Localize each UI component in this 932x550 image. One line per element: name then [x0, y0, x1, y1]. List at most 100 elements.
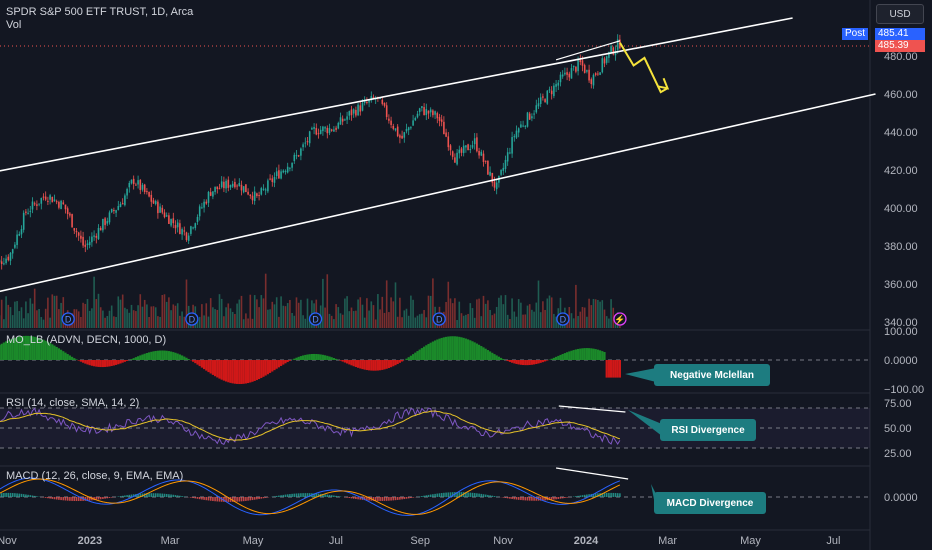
volume-bar — [350, 307, 353, 328]
mclellan-bar — [284, 360, 287, 364]
mclellan-bar — [363, 360, 366, 370]
candle-body — [594, 73, 597, 75]
mclellan-bar — [609, 360, 613, 378]
volume-bar — [161, 294, 164, 328]
volume-bar — [394, 282, 397, 328]
candle-body — [102, 218, 104, 231]
mclellan-bar — [84, 360, 87, 364]
volume-bar — [95, 299, 98, 328]
candle-body — [170, 218, 172, 226]
volume-label: Vol — [6, 19, 22, 31]
macd-histogram-bar — [73, 497, 76, 501]
macd-histogram-bar — [282, 494, 285, 497]
mclellan-bar — [449, 336, 452, 360]
mclellan-bar — [156, 350, 159, 360]
macd-histogram-bar — [179, 495, 181, 497]
volume-bar — [225, 307, 227, 328]
mclellan-bar — [165, 350, 168, 360]
macd-histogram-bar — [544, 497, 546, 501]
macd-histogram-bar — [207, 497, 210, 501]
volume-bar — [379, 309, 381, 328]
mclellan-bar — [169, 351, 173, 360]
candle-body — [513, 136, 516, 138]
mclellan-bar — [207, 360, 210, 373]
candle-body — [16, 234, 18, 245]
candle-body — [368, 99, 370, 103]
volume-bar — [126, 309, 128, 328]
macd-histogram-bar — [119, 496, 122, 497]
mclellan-bar — [308, 354, 311, 360]
mclellan-bar — [224, 360, 228, 382]
volume-bar — [137, 305, 139, 328]
candle-body — [212, 191, 214, 197]
last-price-tag: 485.39 — [875, 40, 925, 52]
candle-body — [73, 228, 76, 231]
volume-bar — [577, 316, 579, 328]
mclellan-bar — [233, 360, 236, 384]
mclellan-bar — [59, 349, 63, 360]
volume-bar — [47, 297, 49, 328]
rsi-ma-line — [0, 410, 621, 441]
volume-bar — [346, 296, 348, 328]
mclellan-bar — [471, 341, 474, 360]
volume-bar — [80, 317, 82, 328]
mclellan-bar — [154, 350, 157, 360]
volume-bar — [62, 297, 65, 328]
macd-histogram-bar — [612, 492, 615, 497]
candle-body — [399, 135, 401, 138]
macd-histogram-bar — [412, 497, 414, 498]
candle-body — [379, 98, 381, 100]
mclellan-bar — [180, 355, 184, 360]
macd-histogram-bar — [614, 493, 617, 497]
dividend-marker-label: D — [189, 315, 196, 325]
mclellan-bar — [383, 360, 386, 370]
currency-button[interactable]: USD — [876, 4, 924, 24]
macd-histogram-bar — [421, 496, 423, 497]
rsi-pane-label: RSI (14, close, SMA, 14, 2) — [6, 397, 140, 409]
volume-bar — [308, 318, 311, 328]
macd-histogram-bar — [476, 493, 478, 497]
macd-histogram-bar — [429, 494, 432, 497]
candle-body — [427, 110, 430, 114]
candle-body — [130, 179, 133, 184]
candle-body — [535, 105, 538, 113]
mclellan-bar — [185, 357, 188, 360]
macd-histogram-bar — [124, 495, 126, 497]
candle-body — [313, 126, 315, 129]
mclellan-bar — [35, 337, 38, 360]
mclellan-bar — [565, 352, 569, 360]
candle-body — [388, 118, 390, 121]
candle-body — [524, 125, 527, 127]
macd-histogram-bar — [293, 493, 296, 497]
volume-bar — [537, 280, 540, 328]
candle-body — [346, 116, 348, 120]
candle-body — [124, 195, 126, 206]
volume-bar — [401, 317, 403, 328]
candle-body — [196, 216, 199, 222]
macd-histogram-bar — [363, 497, 366, 501]
mclellan-bar — [367, 360, 371, 371]
mclellan-bar — [350, 360, 353, 366]
mclellan-bar — [244, 360, 247, 384]
volume-bar — [544, 309, 546, 328]
macd-histogram-bar — [619, 493, 621, 497]
macd-histogram-bar — [304, 493, 307, 497]
mclellan-bar — [62, 351, 65, 360]
macd-histogram-bar — [418, 496, 421, 497]
mclellan-bar — [288, 360, 291, 361]
x-tick-label: May — [740, 535, 761, 547]
volume-bar — [583, 307, 586, 328]
macd-histogram-bar — [183, 496, 186, 497]
volume-bar — [275, 297, 278, 328]
macd-histogram-bar — [566, 497, 568, 498]
candle-body — [80, 235, 82, 239]
macd-histogram-bar — [517, 497, 520, 500]
volume-bar — [227, 303, 230, 328]
candle-body — [451, 151, 454, 157]
volume-bar — [185, 279, 188, 328]
volume-bar — [27, 313, 29, 328]
dividend-marker — [308, 312, 323, 326]
mclellan-bar — [114, 360, 118, 365]
mclellan-bar — [64, 352, 67, 360]
